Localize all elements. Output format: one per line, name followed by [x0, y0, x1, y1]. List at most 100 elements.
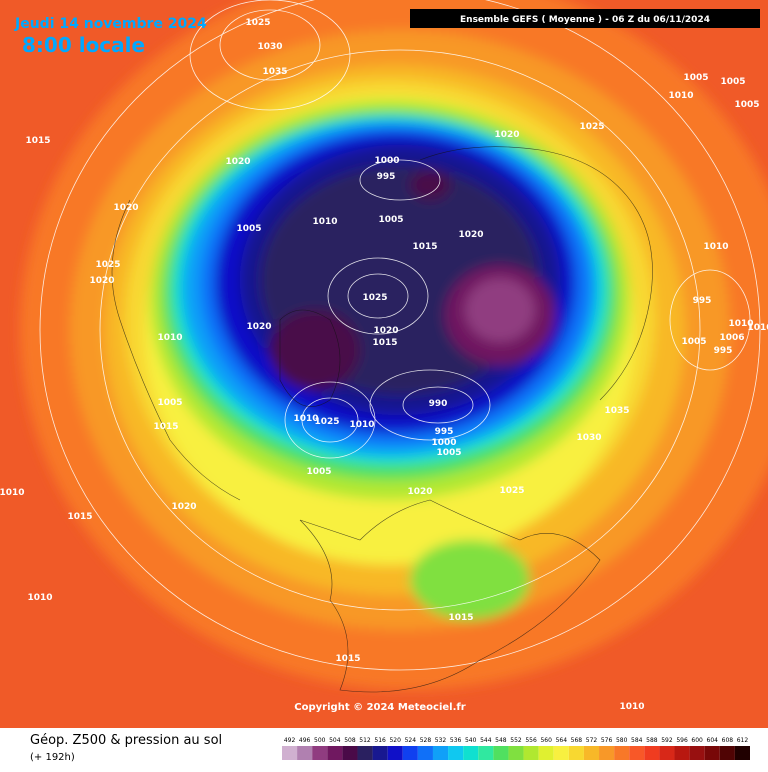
isobar-label: 1005: [436, 448, 461, 458]
scale-swatch: [523, 746, 539, 760]
scale-label: 496: [299, 737, 311, 744]
scale-swatch: [402, 746, 418, 760]
scale-swatch: [734, 746, 750, 760]
scale-swatch: [297, 746, 313, 760]
isobar-label: 1015: [153, 422, 178, 432]
isobar-label: 1010: [312, 217, 337, 227]
isobar-label: 1020: [458, 230, 483, 240]
scale-label: 504: [329, 737, 341, 744]
scale-swatch: [448, 746, 464, 760]
isobar-label: 1000: [374, 156, 399, 166]
date: Jeudi 14 novembre 2024: [14, 16, 207, 32]
scale-label: 592: [661, 737, 673, 744]
scale-label: 608: [722, 737, 734, 744]
scale-label: 564: [556, 737, 568, 744]
isobar-label: 990: [429, 399, 448, 409]
scale-swatch: [614, 746, 630, 760]
scale-swatch: [689, 746, 705, 760]
scale-swatch: [387, 746, 403, 760]
isobar-label: 1005: [720, 77, 745, 87]
scale-label: 588: [646, 737, 658, 744]
isobar-label: 1035: [262, 67, 287, 77]
isobar-label: 1025: [362, 293, 387, 303]
isobar-label: 1015: [25, 136, 50, 146]
scale-label: 556: [525, 737, 537, 744]
isobar-label: 1030: [576, 433, 601, 443]
scale-swatch: [372, 746, 388, 760]
isobar-label: 1005: [683, 73, 708, 83]
isobar-label: 1015: [372, 338, 397, 348]
scale-label: 552: [510, 737, 522, 744]
isobar-label: 1015: [448, 613, 473, 623]
scale-swatch: [478, 746, 494, 760]
isobar-label: 1025: [95, 260, 120, 270]
scale-label: 596: [676, 737, 688, 744]
scale-swatch: [568, 746, 584, 760]
scale-swatch: [704, 746, 720, 760]
isobar-label: 1025: [579, 122, 604, 132]
scale-label: 520: [389, 737, 401, 744]
scale-label: 500: [314, 737, 326, 744]
scale-swatch: [674, 746, 690, 760]
scale-label: 576: [601, 737, 613, 744]
scale-label: 568: [571, 737, 583, 744]
isobar-label: 1010: [0, 488, 25, 498]
isobar-label: 1030: [257, 42, 282, 52]
isobar-label: 1010: [349, 420, 374, 430]
isobar-label: 1020: [225, 157, 250, 167]
scale-swatch: [282, 746, 298, 760]
scale-label: 524: [405, 737, 417, 744]
scale-swatch: [432, 746, 449, 760]
model-box: [410, 9, 760, 28]
scale-swatch: [463, 746, 479, 760]
isobar-label: 1020: [494, 130, 519, 140]
isobar-label: 1005: [236, 224, 261, 234]
scale-swatch: [417, 746, 433, 760]
isobar-label: 1010: [293, 414, 318, 424]
copyright: Copyright © 2024 Meteociel.fr: [294, 702, 465, 713]
isobar-label: 1000: [431, 438, 456, 448]
scale-swatch: [538, 746, 554, 760]
isobar-label: 1025: [245, 18, 270, 28]
scale-label: 604: [707, 737, 719, 744]
legend-title: Géop. Z500 & pression au sol: [30, 733, 222, 748]
model: Ensemble GEFS ( Moyenne ) - 06 Z du 06/1…: [460, 15, 710, 25]
isobar-label: 1020: [171, 502, 196, 512]
scale-swatch: [508, 746, 524, 760]
scale-swatch: [644, 746, 660, 760]
scale-label: 544: [480, 737, 492, 744]
scale-swatch: [583, 746, 600, 760]
scale-swatch: [553, 746, 569, 760]
isobar-label: 995: [693, 296, 712, 306]
scale-label: 508: [344, 737, 356, 744]
isobar-label: 1010: [619, 702, 644, 712]
scale-label: 512: [359, 737, 371, 744]
scale-label: 548: [495, 737, 507, 744]
isobar-label: 1005: [306, 467, 331, 477]
isobar-label: 1035: [604, 406, 629, 416]
isobar-label: 995: [435, 427, 454, 437]
scale-swatch: [342, 746, 358, 760]
scale-label: 584: [631, 737, 643, 744]
scale-label: 516: [374, 737, 386, 744]
isobar-label: 1006: [719, 333, 744, 343]
scale-label: 560: [540, 737, 552, 744]
isobar-label: 995: [377, 172, 396, 182]
isobar-label: 1005: [734, 100, 759, 110]
scale-label: 600: [691, 737, 703, 744]
lead-time: (+ 192h): [30, 752, 75, 763]
scale-swatch: [659, 746, 675, 760]
isobar-label: 1015: [335, 654, 360, 664]
isobar-label: 1025: [499, 486, 524, 496]
isobar-label: 1020: [89, 276, 114, 286]
isobar-label: 1010: [728, 319, 753, 329]
scale-swatch: [357, 746, 373, 760]
scale-label: 532: [435, 737, 447, 744]
isobar-label: 1010: [27, 593, 52, 603]
isobar-label: 1005: [681, 337, 706, 347]
color-scale: 492 496 500 504 508 512 516 520 524 528 532 536 540 5…: [282, 737, 750, 760]
time: 8:00 locale: [22, 33, 145, 57]
isobar-label: 995: [714, 346, 733, 356]
